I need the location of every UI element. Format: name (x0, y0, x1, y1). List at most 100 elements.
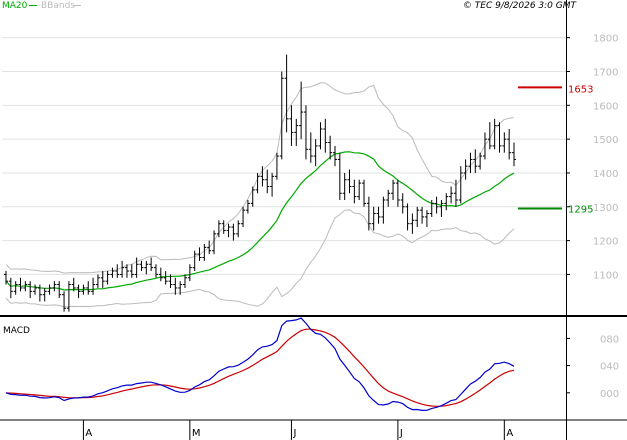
ohlc-bar (187, 264, 192, 282)
ohlc-bar (33, 284, 38, 295)
ohlc-bar (66, 281, 71, 312)
macd-pane: 080 040 000 MACD (3, 317, 619, 412)
ohlc-bar (42, 287, 47, 302)
ohlc-bar (202, 243, 207, 261)
ohlc-bar (371, 206, 376, 231)
time-tick-label: J (399, 428, 403, 439)
ohlc-bar (178, 281, 183, 295)
ohlc-bar (444, 193, 449, 211)
ohlc-bar (124, 264, 129, 278)
ohlc-bar (274, 152, 279, 180)
ohlc-bar (279, 71, 284, 160)
copyright-stamp: © TEC 9/8/2026 3:0 GMT (462, 1, 576, 11)
ohlc-bar (91, 277, 96, 295)
ohlc-bar (231, 223, 236, 241)
price-axis: 1100 1200 1300 1400 1500 1600 1700 1800 (566, 34, 618, 281)
ohlc-bar (81, 284, 86, 295)
ohlc-bar (192, 250, 197, 272)
ohlc-bar (57, 281, 62, 299)
ohlc-bar (212, 230, 217, 255)
ohlc-bar (158, 267, 163, 282)
ohlc-bar (434, 196, 439, 214)
ohlc-bar (110, 267, 115, 278)
ohlc-bar (410, 213, 415, 234)
ohlc-bar (226, 223, 231, 238)
ohlc-bar (216, 220, 221, 238)
price-tick-label: 1700 (593, 67, 618, 78)
ohlc-bar (386, 189, 391, 207)
ohlc-bar (468, 152, 473, 173)
ohlc-bar (52, 281, 57, 292)
ohlc-bar (270, 172, 275, 197)
ohlc-bar (478, 152, 483, 170)
ohlc-bar (342, 172, 347, 201)
ohlc-bar (332, 145, 337, 167)
macd-title: MACD (3, 326, 30, 336)
ohlc-bar (487, 122, 492, 150)
time-tick-label: A (506, 428, 513, 439)
macd-lines (5, 317, 515, 412)
level-support-label: 1295 (568, 204, 593, 215)
ohlc-bar (139, 260, 144, 272)
ohlc-bar (8, 277, 13, 299)
signal-polyline (5, 328, 515, 407)
price-bars (4, 54, 516, 312)
ohlc-bar (144, 260, 149, 275)
ohlc-bar (473, 149, 478, 173)
macd-tick-label: 080 (600, 334, 619, 345)
price-tick-label: 1800 (593, 34, 618, 45)
ohlc-bar (105, 271, 110, 285)
ohlc-bar (255, 172, 260, 194)
legend-bbands-label: BBands (41, 1, 75, 11)
price-tick-label: 1300 (593, 203, 618, 214)
bollinger-bands (5, 82, 515, 308)
ohlc-bar (289, 105, 294, 146)
ohlc-bar (120, 260, 125, 278)
ohlc-bar (502, 132, 507, 153)
ohlc-bar (23, 281, 28, 292)
macd-tick-label: 000 (600, 389, 619, 400)
ohlc-bar (453, 179, 458, 207)
ohlc-bar (284, 54, 289, 133)
ohlc-bar (62, 291, 67, 312)
ohlc-bar (13, 281, 18, 295)
ohlc-bar (241, 206, 246, 228)
ohlc-bar (303, 105, 308, 160)
ohlc-bar (458, 166, 463, 204)
ohlc-bar (168, 274, 173, 288)
ohlc-bar (153, 264, 158, 278)
price-pane: 1653 1295 1100 1200 1300 1400 1500 1600 1700 180… (2, 34, 618, 312)
ohlc-bar (37, 284, 42, 302)
ohlc-bar (415, 206, 420, 228)
ohlc-bar (100, 271, 105, 288)
ohlc-bar (424, 210, 429, 228)
ohlc-bar (318, 122, 323, 150)
ohlc-bar (76, 284, 81, 299)
ohlc-bar (362, 179, 367, 207)
ohlc-bar (207, 240, 212, 255)
ohlc-bar (163, 271, 168, 285)
bband-upper-line (5, 82, 515, 274)
ohlc-bar (352, 179, 357, 204)
ohlc-bar (439, 200, 444, 217)
price-tick-label: 1500 (593, 135, 618, 146)
ohlc-bar (395, 179, 400, 207)
ohlc-bar (134, 257, 139, 278)
price-levels: 1653 1295 (518, 84, 593, 215)
price-tick-label: 1400 (593, 169, 618, 180)
time-tick-label: M (192, 428, 201, 439)
ohlc-bar (337, 152, 342, 201)
ohlc-bar (245, 200, 250, 214)
price-tick-label: 1200 (593, 237, 618, 248)
ohlc-bar (449, 186, 454, 204)
ohlc-bar (400, 193, 405, 214)
ohlc-bar (18, 277, 23, 292)
ohlc-bar (197, 247, 202, 261)
ohlc-bar (115, 264, 120, 278)
ohlc-bar (260, 166, 265, 187)
legend-ma20-swatch (29, 5, 37, 6)
ohlc-bar (463, 159, 468, 180)
ohlc-bar (429, 200, 434, 217)
ohlc-bar (507, 128, 512, 160)
